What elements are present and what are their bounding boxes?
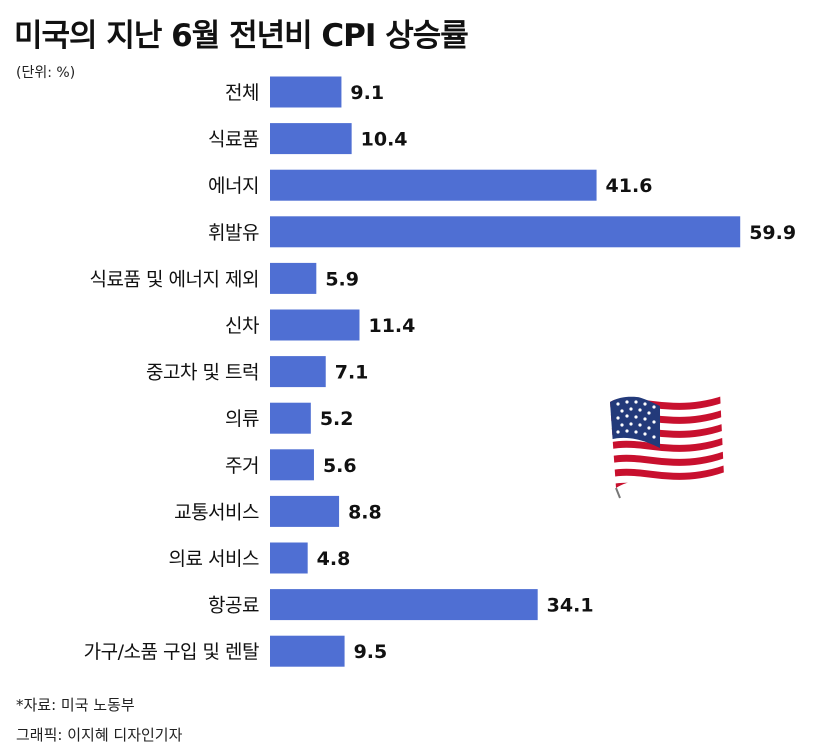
graphic-credit: 그래픽: 이지혜 디자인기자 (16, 726, 183, 744)
category-label: 교통서비스 (174, 501, 259, 523)
bar-category-5 (270, 262, 317, 294)
value-label: 7.1 (335, 362, 369, 384)
value-label: 34.1 (547, 595, 594, 617)
source-note: *자료: 미국 노동부 (16, 696, 135, 714)
bar-category-12 (270, 589, 538, 621)
category-label: 항공료 (208, 595, 259, 617)
bar-category-11 (270, 542, 308, 574)
category-label: 의료 서비스 (169, 548, 259, 570)
category-label: 중고차 및 트럭 (146, 362, 259, 384)
value-label: 5.9 (325, 268, 359, 290)
bar-category-4 (270, 216, 741, 248)
bar-category-10 (270, 495, 340, 527)
bar-category-7 (270, 356, 326, 388)
bar-category-1 (270, 76, 342, 108)
bar-category-13 (270, 635, 345, 667)
category-label: 휘발유 (208, 222, 259, 244)
category-label: 의류 (225, 408, 259, 430)
category-label: 가구/소품 구입 및 렌탈 (84, 641, 259, 663)
category-label: 신차 (225, 315, 259, 337)
value-label: 10.4 (361, 129, 408, 151)
bar-category-6 (270, 309, 360, 341)
bar-category-9 (270, 449, 314, 481)
value-label: 8.8 (348, 501, 382, 523)
bar-category-2 (270, 123, 352, 155)
chart-title: 미국의 지난 6월 전년비 CPI 상승률 (14, 18, 469, 54)
value-label: 4.8 (317, 548, 351, 570)
value-label: 41.6 (606, 175, 653, 197)
value-label: 5.6 (323, 455, 357, 477)
value-label: 9.5 (354, 641, 388, 663)
unit-note: (단위: %) (16, 65, 76, 81)
value-label: 9.1 (350, 82, 384, 104)
bar-category-8 (270, 402, 311, 434)
category-label: 식료품 및 에너지 제외 (90, 268, 259, 290)
category-label: 전체 (225, 82, 259, 104)
value-label: 11.4 (368, 315, 415, 337)
category-label: 에너지 (208, 175, 259, 197)
us-flag-icon (610, 392, 724, 499)
category-label: 식료품 (208, 129, 259, 151)
category-label: 주거 (225, 455, 259, 477)
value-label: 5.2 (320, 408, 354, 430)
value-label: 59.9 (749, 222, 796, 244)
bar-category-3 (270, 169, 597, 201)
